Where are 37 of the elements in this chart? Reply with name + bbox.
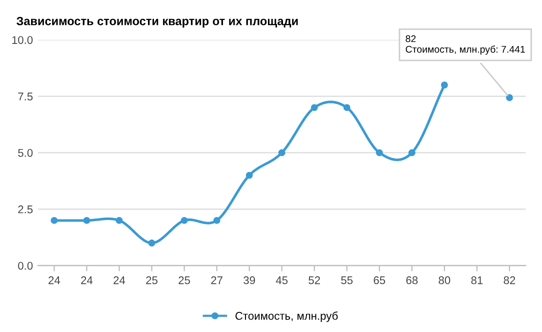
x-tick-label: 24: [48, 276, 60, 284]
point: [246, 172, 253, 179]
x-tick-label: 45: [276, 276, 288, 284]
legend-label: Стоимость, млн.руб: [236, 312, 338, 322]
point: [278, 149, 286, 156]
x-tick-label: 25: [178, 276, 190, 284]
y-tick-label: 5.0: [18, 148, 33, 157]
x-tick-label: 27: [211, 276, 222, 284]
x-tick-label: 81: [471, 276, 483, 284]
x-tick-label: 24: [114, 276, 126, 284]
y-tick-label: 2.5: [18, 205, 33, 214]
point: [310, 104, 318, 112]
y-tick-label: 7.5: [18, 92, 33, 100]
point: [506, 94, 513, 102]
point: [116, 216, 123, 224]
point: [213, 216, 220, 224]
x-tick-label: 24: [81, 276, 93, 284]
annotation: 82 Стоимость, млн.руб: 7.441: [406, 35, 525, 55]
chart-title: Зависимость стоимости квартир от их площади: [16, 16, 298, 28]
point: [343, 104, 350, 112]
point: [408, 149, 416, 156]
point: [376, 149, 383, 156]
x-tick-label: 82: [504, 276, 516, 284]
point: [440, 82, 448, 88]
y-tick-label: 0.0: [18, 262, 33, 270]
x-tick-label: 80: [438, 276, 450, 284]
x-tick-label: 68: [406, 276, 418, 284]
point: [83, 216, 90, 224]
x-tick-label: 55: [341, 276, 353, 284]
x-tick-label: 25: [146, 276, 158, 284]
point: [50, 216, 58, 224]
point: [148, 240, 156, 246]
x-tick-label: 39: [244, 276, 255, 284]
x-tick-label: 52: [308, 276, 320, 284]
y-tick-label: 10.0: [12, 36, 33, 44]
x-tick-label: 65: [374, 276, 386, 284]
point: [180, 216, 188, 224]
